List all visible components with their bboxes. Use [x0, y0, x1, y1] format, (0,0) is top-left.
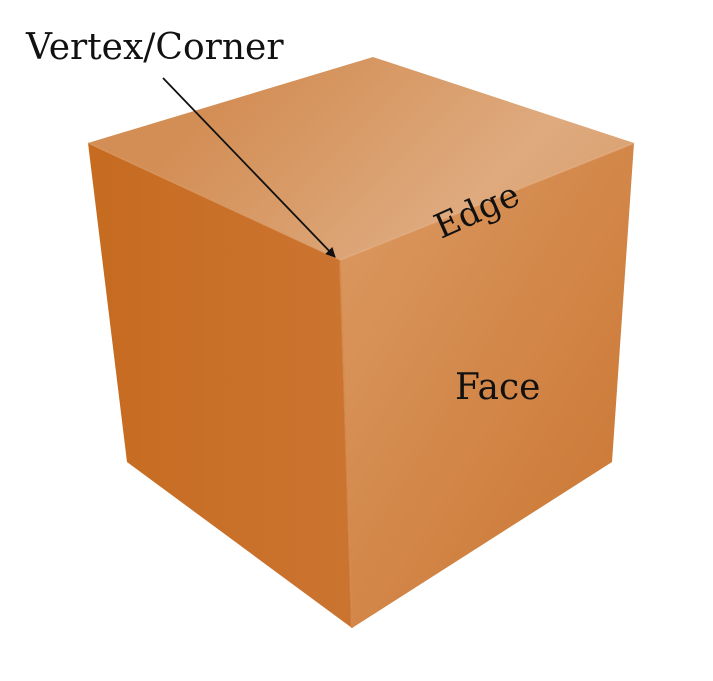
cube-left-face	[88, 143, 352, 628]
face-label: Face	[455, 367, 540, 408]
cube-vertical-edge	[339, 259, 353, 629]
cube-top-left-edge	[87, 142, 341, 261]
cube-top-front-edge	[339, 142, 635, 261]
vertex-label: Vertex/Corner	[25, 27, 284, 68]
cube-front-face	[340, 143, 634, 628]
vertex-pointer-arrow	[162, 77, 336, 258]
cube-top-face	[88, 57, 634, 260]
